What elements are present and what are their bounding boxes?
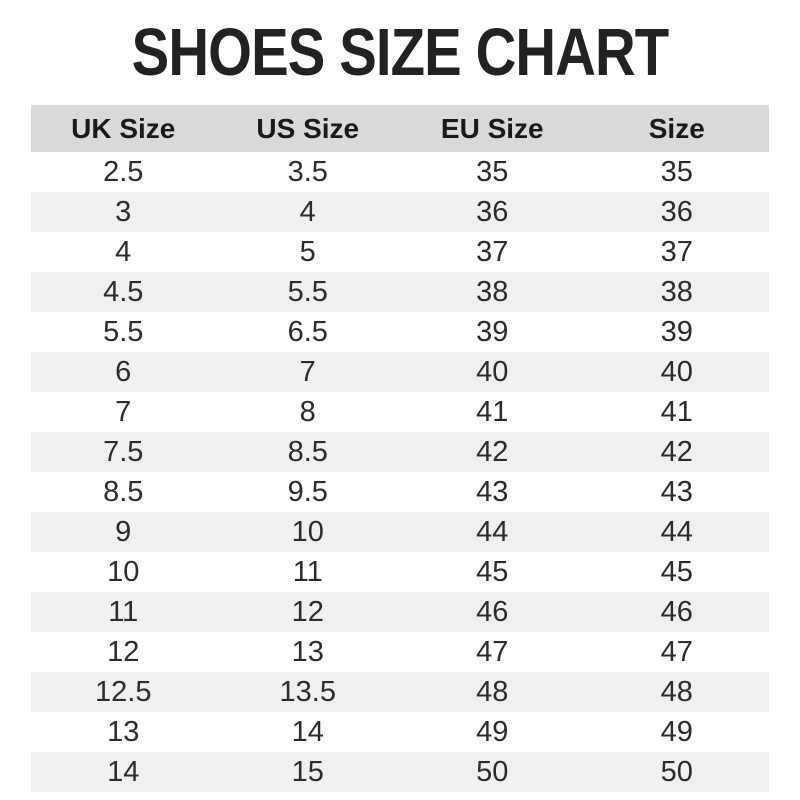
table-cell: 50 — [476, 755, 509, 788]
table-cell: 8 — [299, 395, 316, 428]
table-row: 12.5 13.5 48 48 — [31, 672, 769, 712]
table-cell: 4.5 — [103, 275, 144, 308]
table-cell: 38 — [660, 275, 693, 308]
table-cell: 11 — [108, 595, 139, 628]
table-row: 7.5 8.5 42 42 — [31, 432, 769, 472]
table-cell: 39 — [476, 315, 509, 348]
table-cell: 4 — [115, 235, 132, 268]
table-cell: 48 — [660, 675, 693, 708]
table-cell: 36 — [476, 195, 509, 228]
table-cell: 6.5 — [287, 315, 328, 348]
shoes-size-chart-page: SHOES SIZE CHART UK Size US Size EU Size Si… — [0, 14, 800, 800]
table-cell: 47 — [660, 635, 693, 668]
table-cell: 35 — [476, 155, 509, 188]
size-table-body: 2.5 3.5 35 35 3 4 36 36 4 5 37 37 4.5 5.5 38 38 5.5 6.5 39… — [31, 152, 769, 792]
table-cell: 35 — [660, 155, 693, 188]
table-cell: 3.5 — [287, 155, 328, 188]
table-cell: 12.5 — [95, 675, 152, 708]
table-cell: 48 — [476, 675, 509, 708]
table-row: 3 4 36 36 — [31, 192, 769, 232]
column-header: UK Size — [31, 105, 216, 152]
table-cell: 5.5 — [103, 315, 144, 348]
table-row: 8.5 9.5 43 43 — [31, 472, 769, 512]
table-cell: 38 — [476, 275, 509, 308]
size-table: UK Size US Size EU Size Size 2.5 3.5 35 35 3 4 36… — [31, 105, 769, 792]
size-table-header: UK Size US Size EU Size Size — [31, 105, 769, 152]
table-cell: 41 — [476, 395, 509, 428]
table-cell: 8.5 — [287, 435, 328, 468]
table-cell: 43 — [476, 475, 509, 508]
table-cell: 2.5 — [103, 155, 144, 188]
table-cell: 5.5 — [287, 275, 328, 308]
table-cell: 7 — [115, 395, 132, 428]
table-cell: 13.5 — [279, 675, 336, 708]
table-cell: 6 — [115, 355, 132, 388]
table-row: 10 11 45 45 — [31, 552, 769, 592]
table-cell: 40 — [476, 355, 509, 388]
table-cell: 39 — [660, 315, 693, 348]
table-row: 4 5 37 37 — [31, 232, 769, 272]
header-row: UK Size US Size EU Size Size — [31, 105, 769, 152]
table-cell: 4 — [299, 195, 316, 228]
table-cell: 50 — [660, 755, 693, 788]
table-cell: 45 — [476, 555, 509, 588]
table-cell: 9 — [115, 515, 132, 548]
table-cell: 9.5 — [287, 475, 328, 508]
table-cell: 5 — [299, 235, 316, 268]
table-row: 7 8 41 41 — [31, 392, 769, 432]
table-row: 14 15 50 50 — [31, 752, 769, 792]
table-cell: 8.5 — [103, 475, 144, 508]
table-cell: 13 — [291, 635, 324, 668]
column-header: Size — [584, 105, 769, 152]
table-cell: 42 — [476, 435, 509, 468]
table-row: 9 10 44 44 — [31, 512, 769, 552]
table-cell: 41 — [660, 395, 693, 428]
table-cell: 49 — [660, 715, 693, 748]
table-cell: 13 — [107, 715, 140, 748]
table-cell: 37 — [476, 235, 509, 268]
table-cell: 14 — [107, 755, 140, 788]
table-cell: 44 — [660, 515, 693, 548]
column-header: US Size — [215, 105, 400, 152]
table-cell: 42 — [660, 435, 693, 468]
table-cell: 43 — [660, 475, 693, 508]
table-cell: 12 — [107, 635, 140, 668]
table-cell: 11 — [292, 555, 323, 588]
table-cell: 7.5 — [103, 435, 144, 468]
table-cell: 36 — [660, 195, 693, 228]
table-cell: 47 — [476, 635, 509, 668]
page-title: SHOES SIZE CHART — [131, 14, 670, 90]
table-cell: 14 — [291, 715, 324, 748]
table-row: 4.5 5.5 38 38 — [31, 272, 769, 312]
table-cell: 12 — [291, 595, 324, 628]
table-cell: 49 — [476, 715, 509, 748]
table-cell: 10 — [291, 515, 324, 548]
table-cell: 46 — [476, 595, 509, 628]
table-cell: 40 — [660, 355, 693, 388]
table-cell: 7 — [299, 355, 316, 388]
table-row: 6 7 40 40 — [31, 352, 769, 392]
table-row: 11 12 46 46 — [31, 592, 769, 632]
table-cell: 45 — [660, 555, 693, 588]
table-cell: 37 — [660, 235, 693, 268]
table-row: 13 14 49 49 — [31, 712, 769, 752]
table-cell: 44 — [476, 515, 509, 548]
table-cell: 10 — [107, 555, 140, 588]
table-cell: 46 — [660, 595, 693, 628]
column-header: EU Size — [400, 105, 585, 152]
table-row: 12 13 47 47 — [31, 632, 769, 672]
table-row: 2.5 3.5 35 35 — [31, 152, 769, 192]
table-cell: 15 — [291, 755, 324, 788]
table-cell: 3 — [115, 195, 132, 228]
table-row: 5.5 6.5 39 39 — [31, 312, 769, 352]
